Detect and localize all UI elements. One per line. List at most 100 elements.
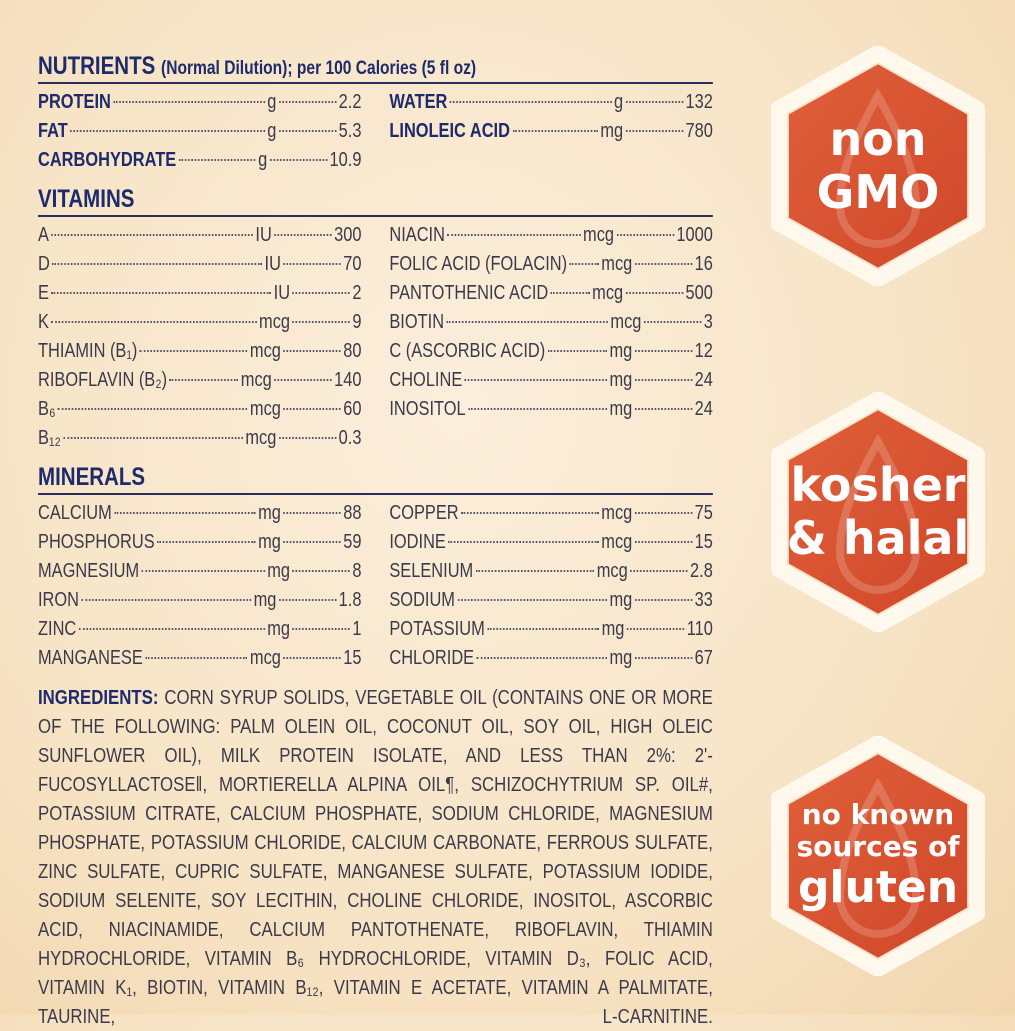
nutrient-value: 1000 — [676, 224, 713, 246]
dot-leader — [476, 657, 608, 659]
nutrient-value: 2.2 — [338, 91, 362, 113]
badge-text: non GMO — [770, 46, 986, 286]
nutrient-value: 33 — [694, 589, 713, 611]
nutrient-unit: mcg — [596, 560, 628, 582]
nutrient-label: LINOLEIC ACID — [389, 120, 510, 142]
vitamins-heading: VITAMINS — [38, 185, 135, 213]
badge-text: kosher & halal — [770, 392, 986, 632]
nutrient-label: D — [38, 253, 50, 275]
dot-leader — [634, 408, 693, 410]
nutrient-label: FAT — [38, 120, 68, 142]
nutrient-label: B₁₂ — [38, 427, 61, 449]
nutrient-value: 2.8 — [690, 560, 713, 582]
nutrient-value: 88 — [343, 502, 362, 524]
dot-leader — [81, 599, 252, 601]
nutrient-row: IODINE mcg 15 — [389, 528, 712, 557]
dot-leader — [448, 541, 599, 543]
dot-leader — [78, 628, 265, 630]
nutrient-unit: mcg — [245, 427, 277, 449]
nutrient-row: SODIUM mg 33 — [389, 586, 712, 615]
nutrient-row: C (ASCORBIC ACID) mg 12 — [389, 337, 712, 366]
nutrient-value: 24 — [694, 369, 713, 391]
nutrient-row: THIAMIN (B₁) mcg 80 — [38, 337, 361, 366]
nutrient-value: 9 — [352, 311, 362, 333]
dot-leader — [157, 541, 256, 543]
dot-leader — [51, 321, 257, 323]
nutrient-unit: mg — [609, 340, 633, 362]
nutrient-label: CARBOHYDRATE — [38, 149, 177, 171]
ingredients-text: INGREDIENTS: CORN SYRUP SOLIDS, VEGETABL… — [38, 686, 713, 1028]
nutrient-value: 16 — [694, 253, 713, 275]
nutrient-unit: mg — [609, 398, 633, 420]
nutrient-value: 59 — [343, 531, 362, 553]
dot-leader — [625, 292, 684, 294]
badge-line: non — [829, 112, 927, 167]
nutrient-unit: mg — [609, 589, 633, 611]
nutrient-label: PROTEIN — [38, 91, 111, 113]
nutrient-value: 132 — [685, 91, 713, 113]
nutrient-row: RIBOFLAVIN (B₂) mcg 140 — [38, 366, 361, 395]
dot-leader — [630, 570, 688, 572]
nutrient-row: B₆ mcg 60 — [38, 395, 361, 424]
dot-leader — [634, 657, 693, 659]
nutrient-label: B₆ — [38, 398, 56, 420]
nutrient-value: 24 — [694, 398, 713, 420]
dot-leader — [278, 599, 337, 601]
nutrient-row: CHLORIDE mg 67 — [389, 644, 712, 673]
badge-text: no known sources of gluten — [770, 736, 986, 976]
dot-leader — [449, 101, 612, 103]
dot-leader — [283, 350, 341, 352]
divider — [38, 215, 713, 217]
nutrient-unit: mcg — [259, 311, 291, 333]
nutrient-unit: mg — [267, 618, 291, 640]
dot-leader — [283, 541, 341, 543]
dot-leader — [550, 292, 590, 294]
nutrient-unit: mg — [258, 531, 281, 553]
badge-line: sources of — [796, 829, 960, 863]
nutrient-label: CALCIUM — [38, 502, 112, 524]
dot-leader — [114, 512, 256, 514]
dot-leader — [468, 408, 608, 410]
nutrient-row: SELENIUM mcg 2.8 — [389, 557, 712, 586]
nutrient-unit: mcg — [601, 253, 633, 275]
nutrient-label: COPPER — [389, 502, 459, 524]
nutrient-unit: IU — [273, 282, 291, 304]
nutrient-value: 300 — [334, 224, 362, 246]
badge-line: GMO — [816, 165, 940, 219]
dot-leader — [461, 512, 599, 514]
dot-leader — [283, 657, 341, 659]
nutrient-value: 110 — [686, 618, 713, 640]
dot-leader — [274, 234, 332, 236]
dot-leader — [292, 570, 350, 572]
nutrient-unit: mg — [253, 589, 277, 611]
nutrient-label: INOSITOL — [389, 398, 466, 420]
dot-leader — [58, 408, 248, 410]
nutrient-value: 500 — [685, 282, 713, 304]
nutrient-row: PHOSPHORUS mg 59 — [38, 528, 361, 557]
nutrient-label: K — [38, 311, 49, 333]
nutrient-value: 70 — [343, 253, 362, 275]
nutrient-unit: g — [614, 91, 624, 113]
nutrient-row: PANTOTHENIC ACID mcg 500 — [389, 279, 712, 308]
nutrient-label: BIOTIN — [389, 311, 445, 333]
dot-leader — [464, 379, 608, 381]
nutrient-value: 8 — [352, 560, 362, 582]
dot-leader — [634, 512, 693, 514]
nutrient-value: 12 — [694, 340, 713, 362]
dot-leader — [141, 570, 265, 572]
dot-leader — [634, 379, 693, 381]
dot-leader — [51, 234, 253, 236]
nutrient-value: 3 — [703, 311, 713, 333]
nutrient-row: CHOLINE mg 24 — [389, 366, 712, 395]
nutrient-row: IRON mg 1.8 — [38, 586, 361, 615]
dot-leader — [512, 130, 598, 132]
nutrient-unit: mg — [267, 560, 291, 582]
dot-leader — [52, 263, 263, 265]
badge-line: no known — [801, 797, 955, 831]
nutrient-row: B₁₂ mcg 0.3 — [38, 424, 361, 453]
nutrient-unit: IU — [255, 224, 272, 246]
nutrient-unit: mcg — [583, 224, 615, 246]
dot-leader — [178, 159, 256, 161]
gluten-free-badge: no known sources of gluten — [770, 735, 986, 977]
